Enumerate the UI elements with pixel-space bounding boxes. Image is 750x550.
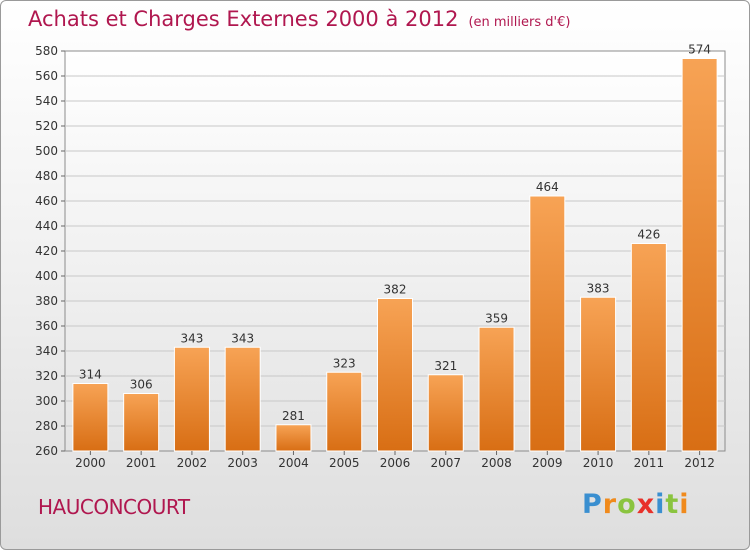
logo-letter: o — [617, 489, 637, 520]
x-tick-label: 2010 — [583, 456, 614, 470]
x-tick-label: 2006 — [380, 456, 411, 470]
y-tick-label: 500 — [35, 144, 58, 158]
logo-letter: t — [665, 489, 680, 520]
bar — [72, 383, 109, 452]
commune-name: HAUCONCOURT — [38, 495, 190, 519]
bar — [427, 374, 464, 452]
bar — [326, 371, 363, 452]
y-tick-label: 520 — [35, 119, 58, 133]
y-tick-label: 420 — [35, 244, 58, 258]
data-label: 464 — [536, 180, 559, 194]
logo-letter: i — [679, 489, 690, 520]
x-tick-label: 2005 — [329, 456, 360, 470]
y-tick-label: 320 — [35, 369, 58, 383]
bar — [123, 393, 160, 452]
bar — [275, 424, 312, 452]
data-label: 343 — [231, 331, 254, 345]
data-label: 426 — [637, 228, 660, 242]
y-tick-label: 460 — [35, 194, 58, 208]
bar — [377, 298, 413, 452]
y-tick-label: 380 — [35, 294, 58, 308]
bar — [224, 346, 261, 452]
y-tick-label: 440 — [35, 219, 58, 233]
x-tick-label: 2001 — [126, 456, 157, 470]
data-label: 359 — [485, 311, 508, 325]
bar — [580, 296, 617, 452]
y-tick-label: 300 — [35, 394, 58, 408]
data-label: 314 — [79, 368, 102, 382]
x-tick-label: 2012 — [684, 456, 715, 470]
data-label: 281 — [282, 409, 305, 423]
y-tick-label: 560 — [35, 69, 58, 83]
x-tick-label: 2004 — [278, 456, 309, 470]
bar — [478, 326, 515, 452]
data-label: 383 — [587, 281, 610, 295]
x-tick-label: 2011 — [634, 456, 665, 470]
x-tick-label: 2003 — [227, 456, 258, 470]
bar — [681, 58, 718, 452]
y-tick-label: 260 — [35, 444, 58, 458]
y-tick-label: 480 — [35, 169, 58, 183]
y-tick-label: 360 — [35, 319, 58, 333]
x-tick-label: 2007 — [430, 456, 461, 470]
y-tick-label: 400 — [35, 269, 58, 283]
logo-letter: i — [655, 489, 666, 520]
y-tick-label: 340 — [35, 344, 58, 358]
x-tick-label: 2002 — [177, 456, 208, 470]
data-label: 574 — [688, 43, 711, 57]
logo-letter: P — [582, 489, 603, 520]
y-tick-label: 580 — [35, 44, 58, 58]
bar — [173, 346, 210, 452]
proxiti-logo: Proxiti — [582, 489, 690, 520]
chart-title: Achats et Charges Externes 2000 à 2012 (e… — [28, 7, 570, 31]
data-label: 321 — [434, 359, 457, 373]
x-tick-label: 2008 — [481, 456, 512, 470]
bar — [630, 243, 667, 452]
logo-letter: r — [602, 489, 618, 520]
y-tick-label: 280 — [35, 419, 58, 433]
data-label: 306 — [130, 378, 153, 392]
bar — [529, 195, 566, 452]
x-tick-label: 2000 — [75, 456, 106, 470]
chart-title-text: Achats et Charges Externes 2000 à 2012 — [28, 7, 459, 31]
data-label: 323 — [333, 356, 356, 370]
data-label: 343 — [180, 331, 203, 345]
y-tick-label: 540 — [35, 94, 58, 108]
data-label: 382 — [384, 283, 407, 297]
logo-letter: x — [636, 489, 656, 520]
x-tick-label: 2009 — [532, 456, 563, 470]
chart-unit: (en milliers d'€) — [468, 15, 571, 30]
